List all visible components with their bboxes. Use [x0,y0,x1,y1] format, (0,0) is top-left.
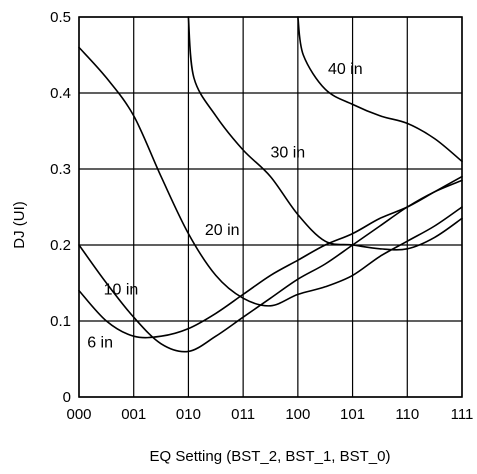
curve-label-20-in: 20 in [205,222,240,239]
plot-frame [78,16,463,398]
curve-10-in [78,179,463,353]
x-tick-label: 111 [451,406,474,423]
x-axis-tick-labels: 000 001 010 011 100 101 110 111 [66,406,473,423]
curve-labels: 6 in 10 in 20 in 30 in 40 in [87,61,362,352]
x-tick-label: 010 [176,406,201,423]
y-tick-label: 0.1 [50,313,71,330]
y-tick-label: 0.4 [50,85,71,102]
y-tick-label: 0.2 [50,237,71,254]
curve-label-6-in: 6 in [87,335,113,352]
x-tick-label: 011 [231,406,255,423]
x-tick-label: 000 [66,406,91,423]
x-tick-label: 110 [395,406,419,423]
curve-label-10-in: 10 in [104,281,139,298]
x-axis-title: EQ Setting (BST_2, BST_1, BST_0) [150,448,391,465]
x-tick-label: 100 [285,406,310,423]
curve-label-40-in: 40 in [328,61,363,78]
curve-label-30-in: 30 in [271,145,306,162]
y-tick-label: 0 [63,389,71,406]
y-axis-title: DJ (UI) [11,201,28,249]
curve-30-in [187,16,463,251]
y-tick-label: 0.5 [50,9,71,26]
curve-20-in [78,46,463,307]
x-tick-label: 101 [340,406,365,423]
curves [78,16,463,353]
grid [78,16,463,398]
curve-40-in [297,16,463,163]
y-axis-tick-labels: 0 0.1 0.2 0.3 0.4 0.5 [50,9,71,406]
x-tick-label: 001 [121,406,146,423]
curve-6-in [78,175,463,339]
y-tick-label: 0.3 [50,161,71,178]
